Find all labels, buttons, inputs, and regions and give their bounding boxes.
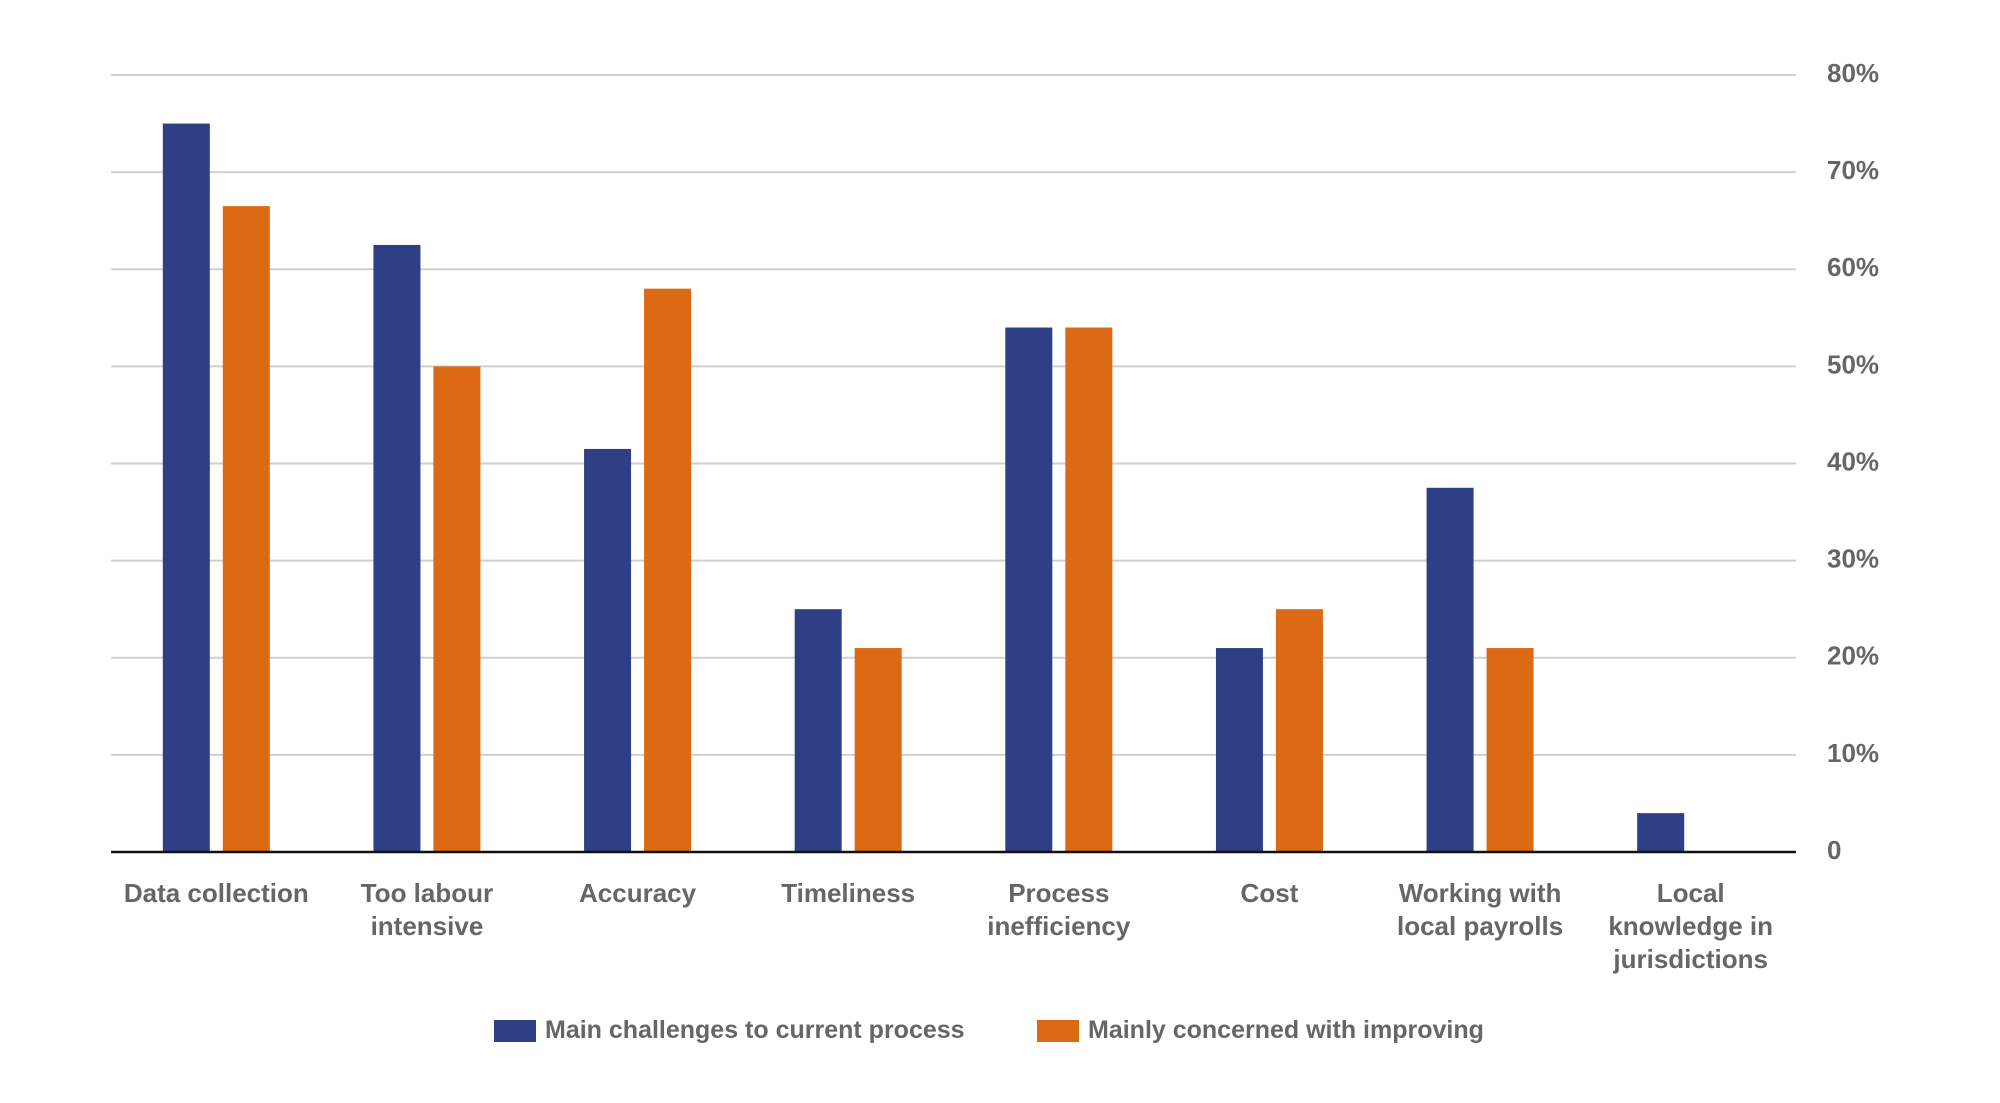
legend-swatch xyxy=(1037,1020,1079,1042)
bar xyxy=(794,609,842,852)
bar xyxy=(1426,487,1474,852)
y-tick-label: 0 xyxy=(1827,835,1841,865)
y-tick-label: 40% xyxy=(1827,446,1879,476)
bar xyxy=(854,648,902,852)
x-tick-label: Accuracy xyxy=(579,878,697,908)
bar xyxy=(1486,648,1534,852)
y-tick-label: 30% xyxy=(1827,544,1879,574)
x-tick-label: Working with local payrolls xyxy=(1396,878,1564,941)
legend-swatch xyxy=(494,1020,536,1042)
bar xyxy=(1637,813,1685,852)
bar xyxy=(433,366,481,852)
legend-label: Main challenges to current process xyxy=(545,1016,965,1044)
x-tick-label: Process inefficiency xyxy=(987,878,1131,941)
y-tick-label: 10% xyxy=(1827,738,1879,768)
x-tick-label: Local knowledge in jurisdictions xyxy=(1608,878,1774,974)
bar xyxy=(644,288,692,852)
bar xyxy=(1005,327,1053,852)
x-tick-label: Timeliness xyxy=(781,878,916,908)
bar xyxy=(584,448,632,852)
bar xyxy=(222,206,270,852)
bar xyxy=(162,123,210,852)
bar xyxy=(1215,648,1263,852)
y-tick-label: 80% xyxy=(1827,58,1879,88)
y-tick-label: 20% xyxy=(1827,641,1879,671)
y-tick-label: 70% xyxy=(1827,155,1879,185)
bar xyxy=(1065,327,1113,852)
y-tick-label: 60% xyxy=(1827,252,1879,282)
y-tick-label: 50% xyxy=(1827,349,1879,379)
bar xyxy=(1275,609,1323,852)
x-tick-label: Data collection xyxy=(123,878,309,908)
x-tick-label: Too labour intensive xyxy=(360,878,494,941)
x-tick-label: Cost xyxy=(1240,878,1299,908)
bar xyxy=(373,244,421,852)
legend-label: Mainly concerned with improving xyxy=(1088,1016,1484,1044)
